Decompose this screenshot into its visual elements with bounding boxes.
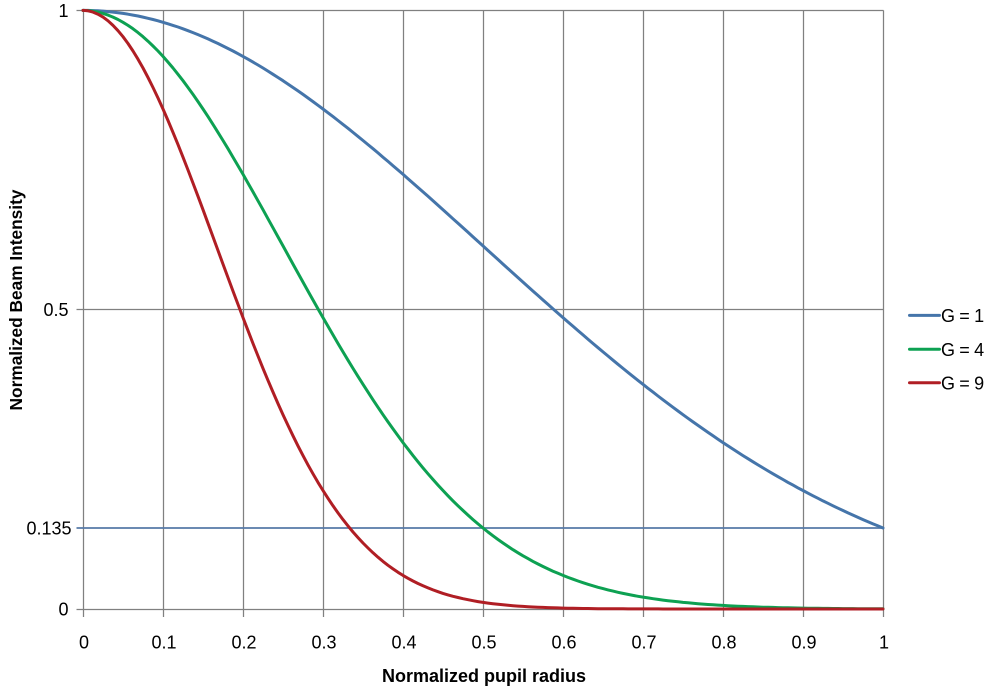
svg-text:1: 1 bbox=[879, 633, 889, 653]
svg-text:0.4: 0.4 bbox=[391, 633, 416, 653]
svg-text:0.6: 0.6 bbox=[551, 633, 576, 653]
svg-text:0.2: 0.2 bbox=[231, 633, 256, 653]
svg-text:G = 4: G = 4 bbox=[941, 340, 984, 360]
svg-text:0.1: 0.1 bbox=[151, 633, 176, 653]
svg-text:0.5: 0.5 bbox=[471, 633, 496, 653]
svg-text:0.5: 0.5 bbox=[43, 300, 68, 320]
svg-text:1: 1 bbox=[58, 1, 68, 21]
svg-text:0.8: 0.8 bbox=[711, 633, 736, 653]
svg-text:0.7: 0.7 bbox=[631, 633, 656, 653]
svg-text:G = 9: G = 9 bbox=[941, 373, 984, 393]
svg-text:Normalized pupil radius: Normalized pupil radius bbox=[382, 666, 586, 686]
svg-text:0.9: 0.9 bbox=[791, 633, 816, 653]
svg-text:G = 1: G = 1 bbox=[941, 306, 984, 326]
svg-text:0.135: 0.135 bbox=[26, 519, 71, 539]
svg-text:0.3: 0.3 bbox=[311, 633, 336, 653]
svg-text:Normalized Beam Intensity: Normalized Beam Intensity bbox=[6, 189, 26, 410]
svg-text:0: 0 bbox=[79, 633, 89, 653]
svg-text:0: 0 bbox=[58, 600, 68, 620]
